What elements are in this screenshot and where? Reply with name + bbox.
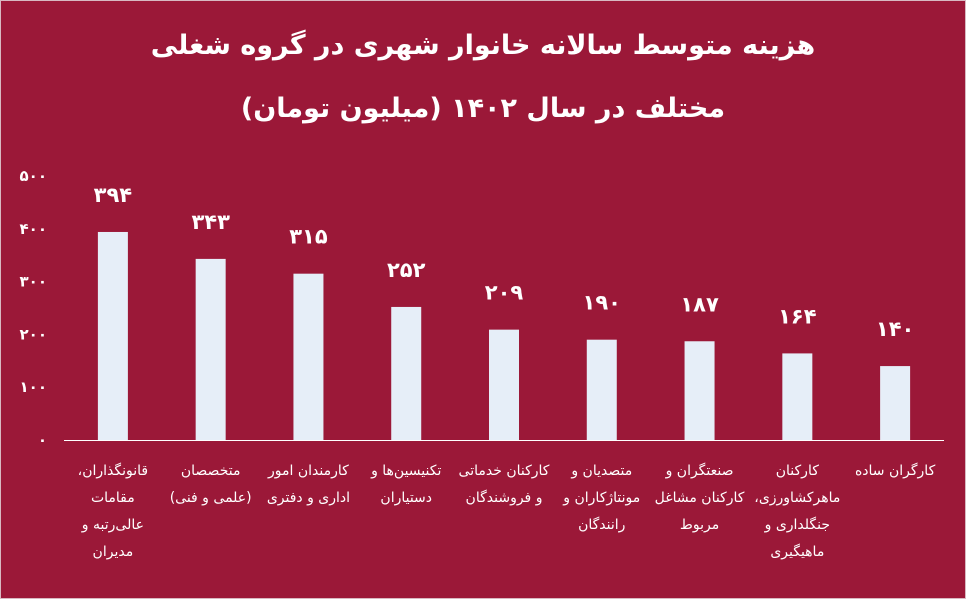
bar: [586, 339, 617, 440]
x-category-label: صنعتگران و کارکنان مشاغل مربوط: [654, 463, 745, 533]
bar: [391, 306, 422, 440]
chart-title-line-1: هزینه متوسط سالانه خانوار شهری در گروه ش…: [150, 30, 816, 61]
bar: [782, 353, 813, 440]
bar-value-label: ۲۰۹: [485, 281, 524, 305]
x-category-label: قانونگذاران، مقامات عالی‌رتبه و مدیران: [77, 463, 149, 560]
y-tick-label: ۰: [38, 431, 47, 449]
bar: [880, 366, 911, 440]
bar-value-label: ۱۸۷: [680, 292, 719, 316]
x-category-label: کارکنان ماهرکشاورزی، جنگلداری و ماهیگیری: [754, 463, 841, 560]
y-tick-label: ۲۰۰: [20, 325, 47, 343]
bar: [489, 329, 519, 440]
y-tick-label: ۵۰۰: [20, 167, 47, 185]
x-category-label: کارکنان خدماتی و فروشندگان: [458, 463, 550, 506]
x-category-label: تکنیسین‌ها و دستیاران: [371, 463, 442, 506]
x-category-label: کارمندان امور اداری و دفتری: [266, 463, 351, 506]
bar: [97, 231, 128, 440]
bar-value-label: ۱۹۰: [583, 291, 621, 315]
y-tick-label: ۱۰۰: [20, 378, 47, 396]
chart-title-line-2: مختلف در سال ۱۴۰۲ (میلیون تومان): [240, 93, 726, 124]
bar: [195, 258, 226, 440]
bar: [684, 341, 715, 440]
x-category-label: متصدیان و مونتاژکاران و رانندگان: [563, 463, 641, 533]
y-tick-label: ۳۰۰: [20, 273, 47, 291]
value-labels: ۳۹۴ ۳۴۳ ۳۱۵ ۲۵۲ ۲۰۹ ۱۹۰ ۱۸۷ ۱۶۴ ۱۴۰: [94, 183, 915, 341]
x-category-label: کارگران ساده: [854, 463, 936, 479]
bar-value-label: ۳۱۵: [289, 225, 328, 249]
bars: [97, 231, 911, 440]
bar-value-label: ۲۵۲: [387, 258, 426, 282]
bar: [293, 273, 324, 440]
bar-value-label: ۳۹۴: [94, 183, 133, 207]
bar-value-label: ۱۴۰: [876, 317, 914, 341]
bar-value-label: ۳۴۳: [191, 210, 230, 234]
bar-value-label: ۱۶۴: [778, 304, 817, 328]
x-category-label: متخصصان (علمی و فنی): [169, 463, 252, 506]
y-tick-label: ۴۰۰: [20, 220, 47, 238]
y-axis: ۰ ۱۰۰ ۲۰۰ ۳۰۰ ۴۰۰ ۵۰۰: [20, 167, 47, 449]
